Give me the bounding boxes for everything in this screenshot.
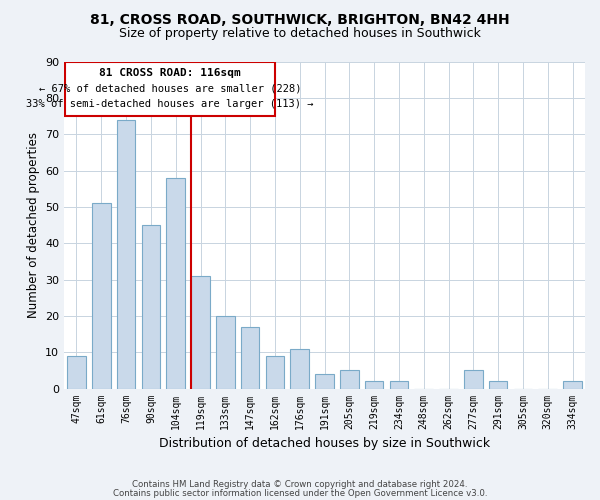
Bar	[67, 356, 86, 388]
Bar	[340, 370, 359, 388]
Bar	[489, 382, 508, 388]
Text: Contains public sector information licensed under the Open Government Licence v3: Contains public sector information licen…	[113, 488, 487, 498]
FancyBboxPatch shape	[65, 62, 275, 116]
Bar	[117, 120, 136, 388]
Bar	[290, 348, 309, 389]
X-axis label: Distribution of detached houses by size in Southwick: Distribution of detached houses by size …	[159, 437, 490, 450]
Bar	[389, 382, 408, 388]
Bar	[191, 276, 210, 388]
Bar	[266, 356, 284, 388]
Bar	[315, 374, 334, 388]
Text: 81 CROSS ROAD: 116sqm: 81 CROSS ROAD: 116sqm	[99, 68, 241, 78]
Bar	[563, 382, 582, 388]
Text: 33% of semi-detached houses are larger (113) →: 33% of semi-detached houses are larger (…	[26, 99, 314, 109]
Y-axis label: Number of detached properties: Number of detached properties	[26, 132, 40, 318]
Bar	[166, 178, 185, 388]
Text: Size of property relative to detached houses in Southwick: Size of property relative to detached ho…	[119, 28, 481, 40]
Bar	[216, 316, 235, 388]
Bar	[92, 203, 110, 388]
Text: Contains HM Land Registry data © Crown copyright and database right 2024.: Contains HM Land Registry data © Crown c…	[132, 480, 468, 489]
Text: 81, CROSS ROAD, SOUTHWICK, BRIGHTON, BN42 4HH: 81, CROSS ROAD, SOUTHWICK, BRIGHTON, BN4…	[90, 12, 510, 26]
Text: ← 67% of detached houses are smaller (228): ← 67% of detached houses are smaller (22…	[39, 84, 301, 94]
Bar	[142, 225, 160, 388]
Bar	[241, 327, 259, 388]
Bar	[464, 370, 482, 388]
Bar	[365, 382, 383, 388]
